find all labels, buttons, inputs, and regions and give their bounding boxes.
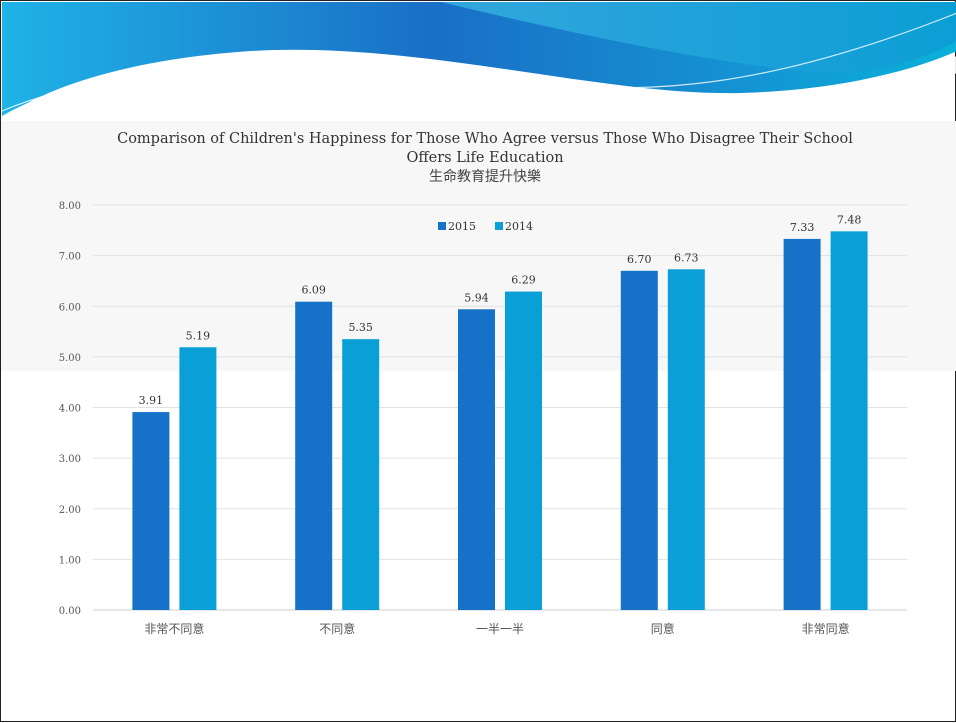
data-label: 6.29	[511, 274, 536, 287]
bar-2014	[179, 347, 217, 610]
x-tick-label: 不同意	[319, 621, 355, 636]
y-tick-label: 5.00	[59, 353, 81, 364]
x-tick-label: 非常同意	[802, 621, 850, 636]
x-tick-label: 同意	[651, 621, 675, 636]
data-label: 3.91	[139, 394, 164, 407]
bar-2015	[295, 301, 333, 610]
x-tick-label: 非常不同意	[144, 621, 204, 636]
legend-label: 2015	[448, 220, 476, 233]
y-tick-label: 0.00	[59, 606, 81, 617]
chart-title-line1: Comparison of Children's Happiness for T…	[117, 131, 853, 147]
y-tick-label: 8.00	[59, 201, 81, 212]
data-label: 5.19	[186, 329, 211, 342]
data-label: 6.09	[301, 284, 326, 297]
data-labels: 3.91 5.19 6.09 5.35 5.94 6.29 6.70 6.73 7.33 7.48	[139, 213, 862, 407]
bar-2014	[505, 291, 542, 610]
chart-title-line2: Offers Life Education	[406, 150, 563, 166]
y-tick-label: 6.00	[59, 302, 81, 313]
legend-label: 2014	[505, 220, 533, 233]
legend: 2015 2014	[438, 220, 533, 233]
y-tick-label: 7.00	[59, 252, 81, 263]
data-label: 7.48	[837, 213, 862, 226]
data-label: 6.73	[674, 251, 699, 264]
y-tick-label: 4.00	[59, 404, 81, 415]
data-label: 6.70	[627, 253, 652, 266]
bar-2015	[458, 309, 495, 610]
bar-2014	[342, 339, 380, 610]
bar-2015	[620, 270, 658, 610]
legend-swatch-2014	[495, 222, 503, 230]
y-tick-label: 2.00	[59, 505, 81, 516]
legend-swatch-2015	[438, 222, 446, 230]
data-label: 5.94	[464, 291, 489, 304]
y-tick-label: 3.00	[59, 454, 81, 465]
y-axis-ticks: 0.00 1.00 2.00 3.00 4.00 5.00 6.00 7.00 8.00	[59, 201, 81, 617]
x-axis-ticks: 非常不同意 不同意 一半一半 同意 非常同意	[144, 621, 849, 636]
gridlines	[93, 204, 907, 611]
data-label: 5.35	[348, 321, 373, 334]
data-label: 7.33	[790, 221, 815, 234]
chart-subtitle: 生命教育提升快樂	[429, 168, 541, 185]
header-wave-decoration	[1, 2, 956, 119]
bar-2014	[667, 269, 705, 610]
x-tick-label: 一半一半	[476, 622, 524, 636]
bar-2014	[830, 231, 868, 610]
bar-2015	[783, 238, 821, 610]
bar-2015	[132, 412, 170, 610]
bars	[132, 231, 868, 610]
y-tick-label: 1.00	[59, 555, 81, 566]
